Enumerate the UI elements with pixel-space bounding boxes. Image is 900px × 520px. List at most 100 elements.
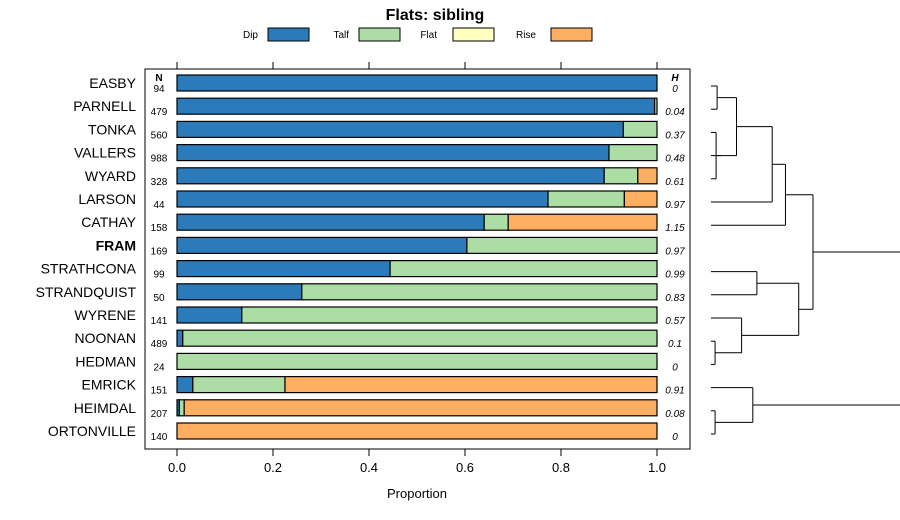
n-label-hedman: 24	[153, 362, 165, 373]
legend-label-talf: Talf	[333, 30, 349, 41]
x-tick-label-0: 0.0	[168, 460, 186, 475]
category-label-vallers: VALLERS	[74, 145, 136, 161]
h-label-cathay: 1.15	[665, 223, 685, 234]
bar-vallers-talf	[608, 144, 658, 162]
bar-emrick-rise	[284, 376, 658, 394]
category-label-cathay: CATHAY	[81, 214, 136, 230]
x-axis-title: Proportion	[387, 486, 447, 501]
category-label-tonka: TONKA	[88, 121, 137, 137]
h-label-ortonville: 0	[672, 432, 678, 443]
legend-swatch-flat	[452, 27, 495, 42]
n-label-strandquist: 50	[153, 293, 165, 304]
bar-larson-dip	[176, 190, 549, 208]
bar-tonka-dip	[176, 120, 624, 139]
n-column-header: N	[155, 73, 162, 84]
bar-strandquist-dip	[176, 283, 303, 301]
bar-wyard-talf	[603, 167, 639, 185]
chart-title: Flats: sibling	[386, 7, 485, 24]
h-label-fram: 0.97	[665, 246, 685, 257]
category-label-noonan: NOONAN	[75, 330, 136, 346]
x-tick-label-1: 0.2	[264, 460, 282, 475]
h-label-emrick: 0.91	[665, 386, 684, 397]
x-axes: 0.0 0.2 0.4 0.6 0.8 1.0	[168, 62, 666, 475]
category-label-heimdal: HEIMDAL	[74, 400, 136, 416]
bar-strathcona-dip	[176, 260, 391, 278]
bar-strathcona-talf	[389, 260, 658, 278]
n-label-heimdal: 207	[151, 409, 168, 420]
n-label-ortonville: 140	[151, 432, 168, 443]
category-label-wyrene: WYRENE	[75, 307, 136, 323]
n-label-strathcona: 99	[153, 270, 165, 281]
legend-label-flat: Flat	[420, 30, 437, 41]
legend-label-rise: Rise	[516, 30, 536, 41]
plot-panel	[144, 68, 691, 450]
category-label-wyard: WYARD	[85, 168, 136, 184]
bar-noonan-talf	[182, 329, 658, 347]
h-label-heimdal: 0.08	[665, 409, 685, 420]
category-label-emrick: EMRICK	[82, 377, 137, 393]
bar-heimdal-rise	[183, 399, 658, 417]
bar-emrick-talf	[192, 376, 286, 394]
h-column-header: H	[671, 73, 679, 84]
dendrogram	[711, 85, 900, 435]
legend: Dip Talf Flat Rise	[243, 27, 593, 42]
category-labels: EASBY PARNELL TONKA VALLERS WYARD LARSON CATHA…	[36, 75, 137, 439]
h-label-wyrene: 0.57	[665, 316, 685, 327]
bar-parnell-dip	[176, 97, 656, 115]
n-label-tonka: 560	[151, 130, 168, 141]
category-label-strandquist: STRANDQUIST	[36, 284, 137, 300]
plot-frame	[144, 68, 691, 450]
bar-larson-rise	[623, 190, 658, 208]
bar-ortonville-rise	[176, 422, 658, 440]
legend-label-dip: Dip	[243, 30, 258, 41]
n-label-emrick: 151	[151, 386, 168, 397]
h-label-vallers: 0.48	[665, 154, 685, 165]
n-label-cathay: 158	[151, 223, 168, 234]
category-label-hedman: HEDMAN	[75, 353, 136, 369]
bar-wyard-rise	[637, 167, 658, 185]
h-label-wyard: 0.61	[665, 177, 684, 188]
bar-fram-dip	[176, 236, 468, 254]
n-label-parnell: 479	[151, 107, 168, 118]
bar-parnell-talf	[653, 97, 658, 115]
bars	[176, 74, 658, 440]
n-label-noonan: 489	[151, 339, 168, 350]
category-label-strathcona: STRATHCONA	[41, 261, 137, 277]
h-label-strathcona: 0.99	[665, 270, 685, 281]
n-label-larson: 44	[153, 200, 165, 211]
h-label-strandquist: 0.83	[665, 293, 685, 304]
bar-fram-talf	[466, 236, 658, 254]
n-label-wyard: 328	[151, 177, 168, 188]
bar-cathay-dip	[176, 213, 485, 231]
bar-heimdal-talf	[178, 399, 185, 417]
h-label-parnell: 0.04	[665, 107, 685, 118]
n-label-easby: 94	[153, 84, 165, 95]
category-label-larson: LARSON	[78, 191, 136, 207]
h-label-hedman: 0	[672, 362, 678, 373]
bar-easby-dip	[176, 74, 658, 92]
n-label-vallers: 988	[151, 154, 168, 165]
legend-swatch-talf	[358, 27, 401, 42]
bar-strandquist-talf	[301, 283, 658, 301]
x-tick-label-2: 0.4	[360, 460, 378, 475]
bar-emrick-dip	[176, 376, 194, 394]
category-label-parnell: PARNELL	[73, 98, 136, 114]
category-label-fram: FRAM	[96, 237, 136, 253]
legend-swatch-dip	[267, 27, 310, 42]
bar-wyard-dip	[176, 167, 605, 185]
h-label-easby: 0	[672, 84, 678, 95]
h-labels: 0 0.04 0.37 0.48 0.61 0.97 1.15 0.97 0.99 0.83 0.5…	[665, 84, 685, 443]
category-label-easby: EASBY	[89, 75, 136, 91]
n-label-fram: 169	[151, 246, 168, 257]
bar-larson-talf	[547, 190, 625, 208]
h-label-larson: 0.97	[665, 200, 685, 211]
n-label-wyrene: 141	[151, 316, 168, 327]
bar-noonan-dip	[176, 329, 184, 347]
bar-cathay-rise	[507, 213, 658, 231]
bar-hedman-talf	[176, 352, 658, 370]
h-label-tonka: 0.37	[665, 130, 685, 141]
bar-tonka-talf	[622, 120, 658, 139]
x-tick-label-4: 0.8	[552, 460, 570, 475]
bar-wyrene-dip	[176, 306, 243, 324]
